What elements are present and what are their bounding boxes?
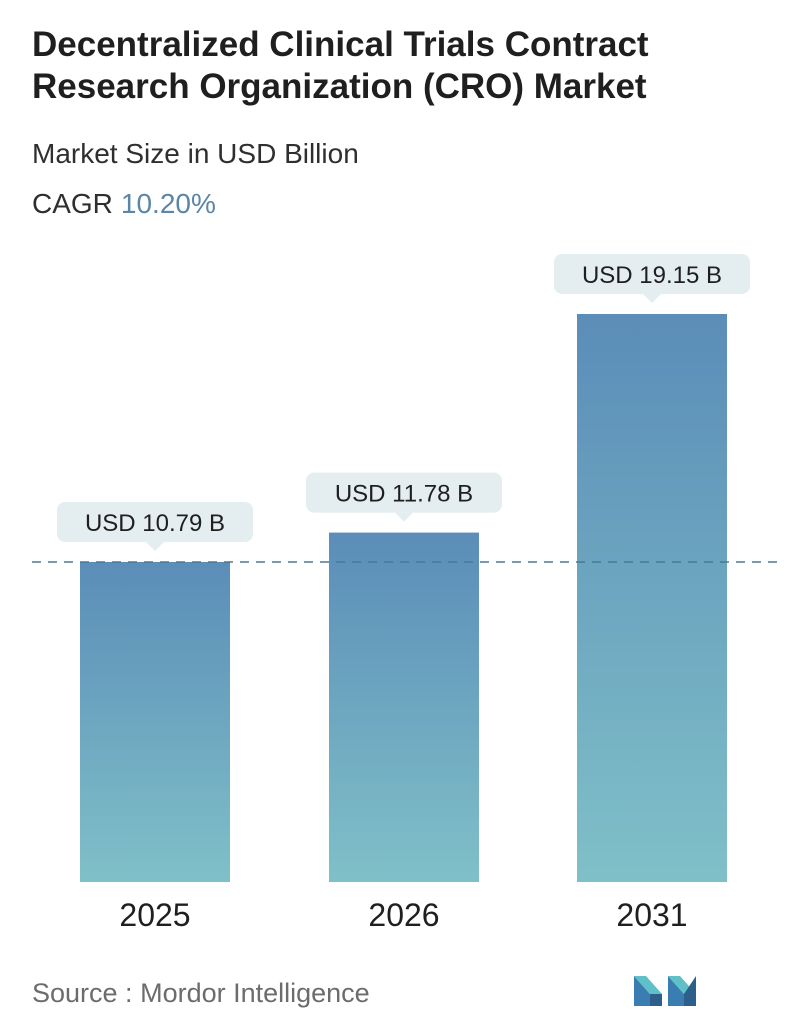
svg-text:USD 10.79 B: USD 10.79 B xyxy=(85,510,225,537)
svg-text:USD 19.15 B: USD 19.15 B xyxy=(582,262,722,289)
chart-subtitle: Market Size in USD Billion xyxy=(32,138,359,169)
x-tick-label-2026: 2026 xyxy=(368,897,439,933)
data-label-2031: USD 19.15 B xyxy=(554,254,750,303)
chart-title: Decentralized Clinical Trials Contract R… xyxy=(32,25,649,106)
bar-2025 xyxy=(80,561,230,882)
x-tick-label-2031: 2031 xyxy=(616,897,687,933)
bar-2031 xyxy=(577,314,727,882)
source-name: Mordor Intelligence xyxy=(140,978,370,1008)
cagr-value: 10.20% xyxy=(120,188,216,219)
mordor-logo-icon xyxy=(634,976,696,1006)
data-label-2025: USD 10.79 B xyxy=(57,501,253,551)
cagr-label: CAGR xyxy=(32,188,113,219)
source-label: Source : xyxy=(32,978,133,1008)
data-label-2026: USD 11.78 B xyxy=(306,472,502,522)
x-tick-label-2025: 2025 xyxy=(119,897,190,933)
source-note: Source : Mordor Intelligence xyxy=(32,975,370,1011)
svg-text:USD 11.78 B: USD 11.78 B xyxy=(335,481,473,508)
bar-2026 xyxy=(329,532,479,882)
cagr-line: CAGR 10.20% xyxy=(32,186,216,222)
